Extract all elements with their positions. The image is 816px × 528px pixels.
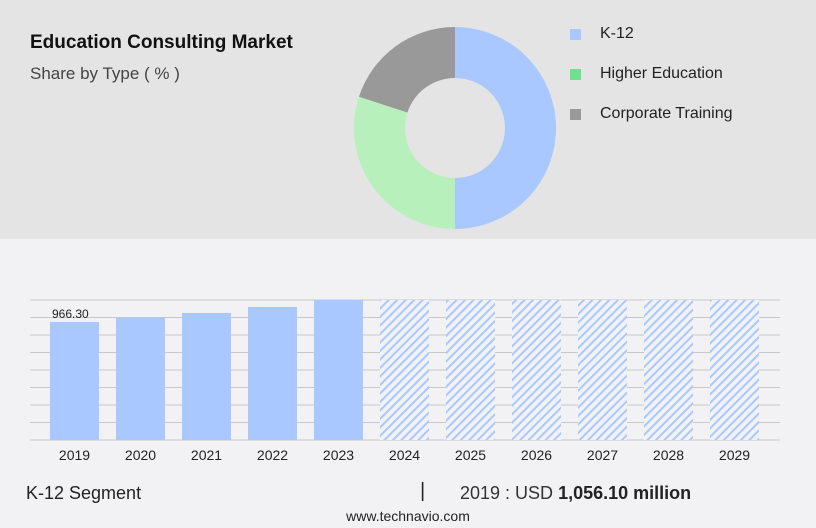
chart-subtitle: Share by Type ( % ) [30,64,180,83]
forecast-bar-2029 [710,300,759,440]
value-amount: 1,056.10 million [558,483,692,503]
forecast-bar-2027 [578,300,627,440]
x-tick-2019: 2019 [59,447,90,463]
bar-2023 [314,300,363,440]
x-tick-2022: 2022 [257,447,288,463]
bar-2022 [248,306,297,440]
bar-2020 [116,317,165,440]
legend-item-corporate-training: Corporate Training [570,94,733,134]
x-tick-2027: 2027 [587,447,618,463]
legend-label: Corporate Training [600,105,733,122]
legend-swatch [570,28,581,40]
forecast-bar-2025 [446,300,495,440]
separator: | [420,480,426,502]
chart-title: Education Consulting Market [30,32,293,53]
legend-swatch [570,68,581,80]
data-label-2019: 966.30 [52,307,89,321]
x-tick-2028: 2028 [653,447,684,463]
forecast-bar-2024 [380,300,429,440]
x-tick-2023: 2023 [323,447,354,463]
x-tick-2020: 2020 [125,447,156,463]
x-tick-2025: 2025 [455,447,486,463]
legend-item-higher-education: Higher Education [570,54,733,94]
x-tick-2026: 2026 [521,447,552,463]
legend-item-k12: K-12 [570,14,733,54]
x-tick-2029: 2029 [719,447,750,463]
x-tick-2024: 2024 [389,447,420,463]
legend-swatch [570,108,581,120]
donut-slice-k-12 [455,27,556,229]
segment-label: K-12 Segment [26,483,142,503]
forecast-bar-2026 [512,300,561,440]
bar-2019 [50,321,99,440]
legend-label: K-12 [600,25,634,42]
donut-slice-corporate-training [358,27,455,113]
legend: K-12 Higher Education Corporate Training [570,14,733,134]
site-url: www.technavio.com [346,508,470,524]
year-prefix: 2019 : USD [460,483,554,503]
bar-2021 [182,312,231,440]
segment-value: 2019 : USD 1,056.10 million [460,483,691,504]
forecast-bar-2028 [644,300,693,440]
donut-slice-higher-education [353,96,455,230]
bar-chart: 966.30 2019 2020 2021 2022 2023 2024 2025 2026 20… [30,299,780,463]
legend-label: Higher Education [600,65,723,82]
x-tick-2021: 2021 [191,447,222,463]
donut-chart [353,27,556,230]
